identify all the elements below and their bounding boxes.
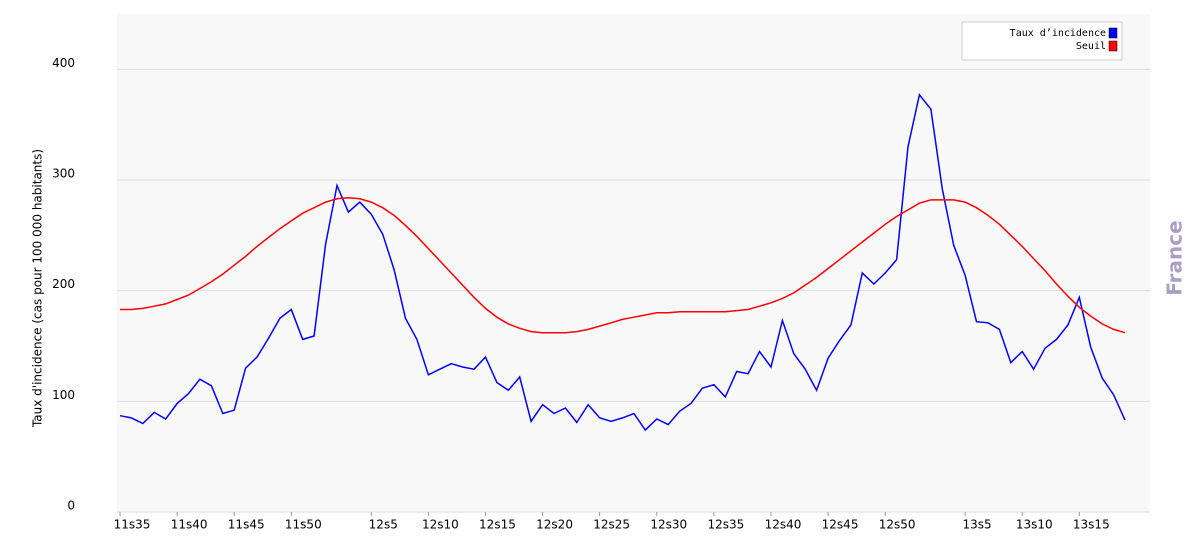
x-tick-label: 12s50 bbox=[879, 518, 916, 532]
x-tick-label: 11s35 bbox=[114, 518, 151, 532]
x-tick-label: 12s20 bbox=[536, 518, 573, 532]
x-tick-label: 13s15 bbox=[1073, 518, 1110, 532]
side-label: France bbox=[1163, 220, 1187, 295]
x-tick-label: 13s5 bbox=[963, 518, 992, 532]
legend-label: Taux d’incidence bbox=[1010, 28, 1106, 39]
y-tick-label: 400 bbox=[52, 56, 75, 70]
x-tick-label: 12s40 bbox=[765, 518, 802, 532]
x-tick-label: 12s15 bbox=[479, 518, 516, 532]
legend-label: Seuil bbox=[1076, 41, 1106, 52]
y-tick-label: 0 bbox=[67, 499, 75, 513]
x-tick-label: 11s40 bbox=[171, 518, 208, 532]
x-tick-label: 12s25 bbox=[593, 518, 630, 532]
x-tick-label: 13s10 bbox=[1016, 518, 1053, 532]
y-tick-label: 200 bbox=[52, 277, 75, 291]
y-axis-label: Taux d'incidence (cas pour 100 000 habit… bbox=[31, 149, 45, 428]
plot-area bbox=[117, 14, 1150, 512]
x-tick-label: 12s35 bbox=[707, 518, 744, 532]
series-line bbox=[119, 93, 1126, 432]
legend-swatch bbox=[1108, 27, 1118, 39]
y-tick-label: 300 bbox=[52, 167, 75, 181]
legend-swatch bbox=[1108, 40, 1118, 52]
legend-box bbox=[961, 21, 1123, 61]
series-line bbox=[120, 196, 1126, 334]
legend: Taux d’incidence Seuil bbox=[961, 21, 1123, 61]
x-tick-label: 12s30 bbox=[650, 518, 687, 532]
y-tick-label: 100 bbox=[52, 388, 75, 402]
x-tick-label: 11s50 bbox=[285, 518, 322, 532]
x-tick-label: 12s5 bbox=[369, 518, 398, 532]
x-tick-label: 12s45 bbox=[822, 518, 859, 532]
x-tick-label: 11s45 bbox=[228, 518, 265, 532]
x-tick-label: 12s10 bbox=[422, 518, 459, 532]
